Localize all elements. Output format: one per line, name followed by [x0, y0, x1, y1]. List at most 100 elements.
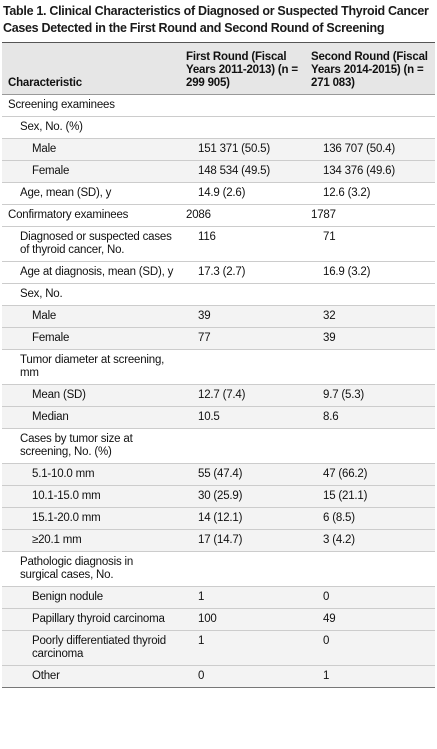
row-label: Age, mean (SD), y	[2, 182, 180, 205]
cell-value: 39	[180, 305, 305, 328]
cell-value: 14 (12.1)	[180, 507, 305, 530]
table-row: Pathologic diagnosis in surgical cases, …	[2, 551, 435, 587]
empty-cell	[305, 116, 435, 139]
cell-value: 0	[305, 630, 435, 666]
row-label: Confirmatory examinees	[2, 204, 180, 227]
cell-value: 1	[180, 586, 305, 609]
row-label: Other	[2, 665, 180, 688]
table-row: Poorly differentiated thyroid carcinoma 1…	[2, 630, 435, 666]
cell-value: 17.3 (2.7)	[180, 261, 305, 284]
table-row: Age, mean (SD), y 14.9 (2.6) 12.6 (3.2)	[2, 182, 435, 205]
row-label: Male	[2, 305, 180, 328]
cell-value: 8.6	[305, 406, 435, 429]
cell-value: 17 (14.7)	[180, 529, 305, 552]
empty-cell	[180, 94, 305, 117]
row-label: Median	[2, 406, 180, 429]
column-header: First Round (Fiscal Years 2011-2013) (n …	[180, 42, 305, 95]
empty-cell	[305, 428, 435, 464]
empty-cell	[305, 551, 435, 587]
cell-value: 16.9 (3.2)	[305, 261, 435, 284]
cell-value: 55 (47.4)	[180, 463, 305, 486]
row-label: 5.1-10.0 mm	[2, 463, 180, 486]
cell-value: 9.7 (5.3)	[305, 384, 435, 407]
cell-value: 32	[305, 305, 435, 328]
cell-value: 39	[305, 327, 435, 350]
cell-value: 14.9 (2.6)	[180, 182, 305, 205]
cell-value: 1	[305, 665, 435, 688]
empty-cell	[180, 428, 305, 464]
row-label: Mean (SD)	[2, 384, 180, 407]
table-row: Cases by tumor size at screening, No. (%…	[2, 428, 435, 464]
cell-value: 148 534 (49.5)	[180, 160, 305, 183]
row-label: Screening examinees	[2, 94, 180, 117]
table-body: Screening examinees Sex, No. (%) Male 151 3…	[2, 94, 435, 688]
row-label: Sex, No. (%)	[2, 116, 180, 139]
cell-value: 116	[180, 226, 305, 262]
row-label: Poorly differentiated thyroid carcinoma	[2, 630, 180, 666]
row-label: Tumor diameter at screening, mm	[2, 349, 180, 385]
row-label: Papillary thyroid carcinoma	[2, 608, 180, 631]
table-row: Sex, No.	[2, 283, 435, 306]
row-label: 10.1-15.0 mm	[2, 485, 180, 508]
cell-value: 136 707 (50.4)	[305, 138, 435, 161]
empty-cell	[180, 283, 305, 306]
table-row: 5.1-10.0 mm 55 (47.4) 47 (66.2)	[2, 463, 435, 486]
cell-value: 77	[180, 327, 305, 350]
row-label: Female	[2, 160, 180, 183]
empty-cell	[305, 349, 435, 385]
row-label: Female	[2, 327, 180, 350]
table-row: Benign nodule 1 0	[2, 586, 435, 609]
cell-value: 0	[180, 665, 305, 688]
cell-value: 1787	[305, 204, 435, 227]
row-label: Cases by tumor size at screening, No. (%…	[2, 428, 180, 464]
table-row: Female 77 39	[2, 327, 435, 350]
table-row: Male 151 371 (50.5) 136 707 (50.4)	[2, 138, 435, 161]
table-row: 10.1-15.0 mm 30 (25.9) 15 (21.1)	[2, 485, 435, 508]
row-label: 15.1-20.0 mm	[2, 507, 180, 530]
table-row: Tumor diameter at screening, mm	[2, 349, 435, 385]
cell-value: 1	[180, 630, 305, 666]
cell-value: 47 (66.2)	[305, 463, 435, 486]
table-row: Sex, No. (%)	[2, 116, 435, 139]
empty-cell	[180, 116, 305, 139]
table-row: Age at diagnosis, mean (SD), y 17.3 (2.7)…	[2, 261, 435, 284]
empty-cell	[180, 349, 305, 385]
column-header: Second Round (Fiscal Years 2014-2015) (n…	[305, 42, 435, 95]
column-header: Characteristic	[2, 42, 180, 95]
cell-value: 71	[305, 226, 435, 262]
table-row: Other 0 1	[2, 665, 435, 688]
row-label: Diagnosed or suspected cases of thyroid …	[2, 226, 180, 262]
header-row: Characteristic First Round (Fiscal Years …	[2, 42, 435, 95]
data-table: Characteristic First Round (Fiscal Years …	[2, 42, 435, 688]
cell-value: 49	[305, 608, 435, 631]
empty-cell	[305, 94, 435, 117]
cell-value: 3 (4.2)	[305, 529, 435, 552]
cell-value: 12.7 (7.4)	[180, 384, 305, 407]
row-label: Age at diagnosis, mean (SD), y	[2, 261, 180, 284]
table-row: Papillary thyroid carcinoma 100 49	[2, 608, 435, 631]
cell-value: 15 (21.1)	[305, 485, 435, 508]
row-label: ≥20.1 mm	[2, 529, 180, 552]
row-label: Male	[2, 138, 180, 161]
table-row: Female 148 534 (49.5) 134 376 (49.6)	[2, 160, 435, 183]
table-row: Mean (SD) 12.7 (7.4) 9.7 (5.3)	[2, 384, 435, 407]
cell-value: 151 371 (50.5)	[180, 138, 305, 161]
table-row: Screening examinees	[2, 94, 435, 117]
cell-value: 100	[180, 608, 305, 631]
cell-value: 6 (8.5)	[305, 507, 435, 530]
table-row: ≥20.1 mm 17 (14.7) 3 (4.2)	[2, 529, 435, 552]
cell-value: 0	[305, 586, 435, 609]
cell-value: 30 (25.9)	[180, 485, 305, 508]
cell-value: 134 376 (49.6)	[305, 160, 435, 183]
row-label: Pathologic diagnosis in surgical cases, …	[2, 551, 180, 587]
empty-cell	[180, 551, 305, 587]
table-title: Table 1. Clinical Characteristics of Dia…	[3, 4, 429, 35]
table-row: Diagnosed or suspected cases of thyroid …	[2, 226, 435, 262]
cell-value: 12.6 (3.2)	[305, 182, 435, 205]
cell-value: 2086	[180, 204, 305, 227]
row-label: Benign nodule	[2, 586, 180, 609]
row-label: Sex, No.	[2, 283, 180, 306]
table-row: Male 39 32	[2, 305, 435, 328]
cell-value: 10.5	[180, 406, 305, 429]
